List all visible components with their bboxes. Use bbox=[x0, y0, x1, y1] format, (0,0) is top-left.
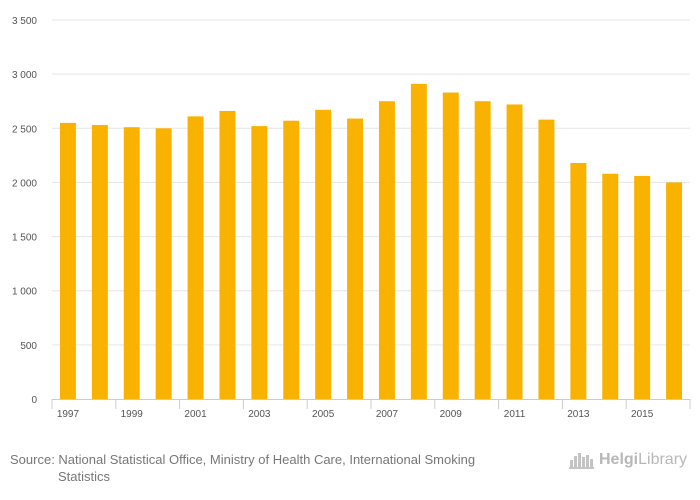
chart-area: 0 500 1 000 1 500 2 000 2 500 3 000 3 500 1997 19… bbox=[12, 16, 691, 420]
y-tick-label: 0 bbox=[31, 395, 37, 406]
bar bbox=[283, 120, 300, 399]
x-tick-label: 2015 bbox=[631, 409, 654, 420]
bar bbox=[666, 182, 683, 399]
x-tick-label: 2007 bbox=[376, 409, 399, 420]
brand-name-part-2: Library bbox=[638, 451, 688, 468]
source-line-1: Source: National Statistical Office, Min… bbox=[10, 452, 476, 467]
bar bbox=[378, 101, 395, 399]
grid-lines bbox=[52, 19, 690, 346]
y-tick-label: 1 000 bbox=[12, 287, 37, 298]
bar bbox=[602, 173, 619, 399]
x-tick-label: 2005 bbox=[312, 409, 335, 420]
y-tick-label: 500 bbox=[20, 341, 37, 352]
brand-logo: HelgiLibrary bbox=[569, 450, 687, 470]
x-tick-label: 2011 bbox=[504, 409, 526, 420]
y-tick-label: 1 500 bbox=[12, 233, 37, 244]
bars bbox=[59, 83, 683, 400]
city-skyline-icon bbox=[569, 453, 594, 469]
bar bbox=[506, 104, 523, 399]
x-tick-label: 2001 bbox=[184, 409, 207, 420]
brand-name: HelgiLibrary bbox=[599, 451, 687, 469]
x-tick-label: 2009 bbox=[440, 409, 463, 420]
bar-chart: 0 500 1 000 1 500 2 000 2 500 3 000 3 500 1997 19… bbox=[12, 16, 691, 420]
source-line-2: Statistics bbox=[58, 469, 111, 484]
bar bbox=[123, 127, 140, 400]
y-tick-label: 2 000 bbox=[12, 178, 37, 189]
bar bbox=[219, 110, 236, 400]
bar bbox=[442, 92, 459, 400]
x-tick-label: 1999 bbox=[121, 409, 144, 420]
axes: 0 500 1 000 1 500 2 000 2 500 3 000 3 500 1997 19… bbox=[12, 16, 691, 420]
brand-name-part-1: Helgi bbox=[599, 451, 639, 468]
bar bbox=[315, 109, 332, 400]
bar bbox=[59, 122, 76, 399]
y-tick-label: 2 500 bbox=[12, 124, 37, 135]
bar bbox=[187, 116, 204, 400]
x-tick-label: 2003 bbox=[248, 409, 271, 420]
bar bbox=[91, 125, 108, 399]
bar bbox=[634, 175, 651, 399]
source-note: Source: National Statistical Office, Min… bbox=[10, 451, 550, 485]
x-tick-label: 2013 bbox=[567, 409, 590, 420]
x-tick-label: 1997 bbox=[57, 409, 80, 420]
bar bbox=[347, 118, 364, 399]
bar bbox=[474, 101, 491, 399]
bar bbox=[570, 162, 587, 399]
bar bbox=[155, 128, 172, 400]
y-tick-label: 3 000 bbox=[12, 70, 37, 81]
bar bbox=[251, 126, 268, 400]
bar bbox=[538, 119, 555, 399]
y-tick-label: 3 500 bbox=[12, 16, 37, 27]
bar bbox=[410, 83, 427, 399]
